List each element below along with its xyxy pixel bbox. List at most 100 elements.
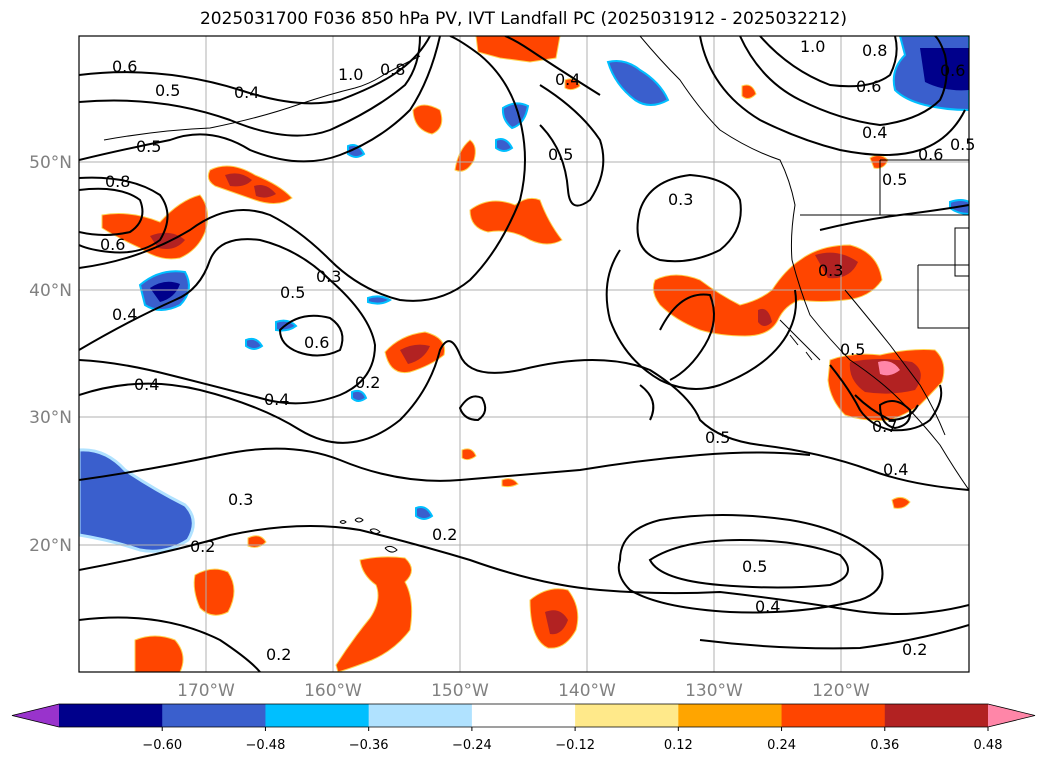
lon-tick-label: 170°W bbox=[177, 681, 235, 701]
strong-positive-core bbox=[400, 344, 430, 364]
contour-label: 0.5 bbox=[280, 283, 305, 302]
map-frame bbox=[78, 35, 970, 673]
colorbar-segment bbox=[265, 704, 370, 727]
lon-tick-label: 140°W bbox=[558, 681, 616, 701]
negative-anomaly-region bbox=[415, 506, 434, 520]
map-title: 2025031700 F036 850 hPa PV, IVT Landfall… bbox=[199, 9, 847, 29]
contour-label: 0.2 bbox=[190, 537, 215, 556]
colorbar-extend-max bbox=[988, 704, 1035, 727]
strong-negative-core bbox=[920, 48, 969, 91]
strong-positive-core bbox=[254, 185, 276, 198]
positive-anomaly-region bbox=[501, 478, 519, 488]
strong-positive-core bbox=[815, 252, 858, 279]
contour-label: 1.0 bbox=[800, 37, 825, 56]
lon-tick-label: 130°W bbox=[685, 681, 743, 701]
contour-label: 1.0 bbox=[338, 65, 363, 84]
contour-label: 0.5 bbox=[950, 135, 975, 154]
contour-label: 0.5 bbox=[548, 145, 573, 164]
contour-label: 0.2 bbox=[266, 645, 291, 664]
contour-label: 0.5 bbox=[705, 428, 730, 447]
negative-anomaly-region bbox=[606, 60, 670, 106]
colorbar-tick-label: 0.36 bbox=[870, 738, 899, 753]
contour-label: 0.4 bbox=[883, 460, 908, 479]
shading-layer bbox=[79, 36, 969, 672]
positive-anomaly-region bbox=[207, 165, 293, 204]
colorbar-tick-label: −0.60 bbox=[142, 738, 182, 753]
positive-anomaly-region bbox=[193, 568, 235, 616]
pv-contours bbox=[79, 36, 969, 672]
strong-negative-core bbox=[150, 281, 180, 302]
positive-anomaly-region bbox=[741, 84, 757, 100]
negative-anomaly-region bbox=[351, 389, 368, 402]
colorbar-segment bbox=[678, 704, 783, 727]
contour-label: 0.2 bbox=[432, 525, 457, 544]
strong-positive-core bbox=[758, 308, 772, 326]
contour-label: 0.2 bbox=[902, 640, 927, 659]
contour-label: 0.7 bbox=[872, 417, 897, 436]
contour-label: 0.3 bbox=[818, 261, 843, 280]
contour-label: 0.8 bbox=[105, 172, 130, 191]
lon-tick-label: 160°W bbox=[304, 681, 362, 701]
contour-label: 0.6 bbox=[856, 77, 881, 96]
colorbar-segment bbox=[884, 704, 989, 727]
colorbar-tick-label: 0.48 bbox=[974, 738, 1003, 753]
colorbar-segment bbox=[59, 704, 163, 727]
colorbar-segment bbox=[575, 704, 679, 727]
colorbar-segment bbox=[471, 704, 576, 727]
positive-anomaly-region bbox=[134, 635, 184, 672]
negative-anomaly-region bbox=[347, 144, 366, 158]
contour-label: 0.4 bbox=[555, 70, 580, 89]
strong-positive-core bbox=[225, 173, 252, 187]
contour-label: 0.4 bbox=[134, 375, 159, 394]
contour-label: 0.8 bbox=[380, 60, 405, 79]
longitude-labels: 170°W 160°W 150°W 140°W 130°W 120°W bbox=[177, 681, 870, 701]
colorbar-tick-label: 0.24 bbox=[767, 738, 796, 753]
contour-label: 0.6 bbox=[304, 333, 329, 352]
contour-label: 0.6 bbox=[918, 145, 943, 164]
lat-tick-label: 40°N bbox=[29, 281, 72, 301]
contour-label: 0.2 bbox=[355, 373, 380, 392]
contour-label: 0.3 bbox=[316, 267, 341, 286]
contour-label: 0.5 bbox=[742, 557, 767, 576]
contour-label: 0.3 bbox=[668, 190, 693, 209]
positive-anomaly-region bbox=[891, 496, 911, 509]
latitude-labels: 50°N 40°N 30°N 20°N bbox=[29, 153, 72, 556]
contour-label: 0.5 bbox=[882, 170, 907, 189]
lon-tick-label: 120°W bbox=[812, 681, 870, 701]
contour-label: 0.4 bbox=[862, 123, 887, 142]
positive-anomaly-region bbox=[412, 104, 443, 135]
colorbar: −0.60 −0.48 −0.36 −0.24 −0.12 0.12 0.24 0.36 0.4… bbox=[11, 703, 1036, 753]
contour-label: 0.4 bbox=[112, 305, 137, 324]
colorbar-tick-label: −0.36 bbox=[349, 738, 389, 753]
colorbar-segment bbox=[781, 704, 886, 727]
contour-label: 0.4 bbox=[264, 390, 289, 409]
positive-anomaly-region bbox=[469, 197, 563, 245]
contour-label: 0.6 bbox=[112, 57, 137, 76]
contour-label: 0.5 bbox=[155, 81, 180, 100]
contour-label: 0.4 bbox=[755, 597, 780, 616]
positive-anomaly-region bbox=[247, 535, 267, 548]
positive-anomaly-region bbox=[454, 139, 476, 172]
contour-label: 0.5 bbox=[840, 340, 865, 359]
contour-label: 0.5 bbox=[136, 137, 161, 156]
contour-label: 0.6 bbox=[100, 235, 125, 254]
contour-label: 0.3 bbox=[228, 490, 253, 509]
strong-positive-core bbox=[849, 359, 921, 394]
colorbar-outline bbox=[11, 703, 1036, 728]
colorbar-tick-label: −0.48 bbox=[246, 738, 286, 753]
negative-anomaly-region bbox=[79, 448, 195, 553]
negative-anomaly-region bbox=[367, 295, 392, 305]
lat-tick-label: 20°N bbox=[29, 536, 72, 556]
positive-anomaly-region bbox=[475, 36, 561, 63]
strong-positive-core bbox=[545, 610, 568, 635]
lon-tick-label: 150°W bbox=[431, 681, 489, 701]
lat-tick-label: 50°N bbox=[29, 153, 72, 173]
positive-anomaly-region bbox=[461, 448, 477, 461]
colorbar-tick-label: 0.12 bbox=[664, 738, 693, 753]
positive-anomaly-region bbox=[335, 556, 413, 672]
extreme-positive-core bbox=[878, 361, 900, 376]
colorbar-tick-label: −0.24 bbox=[452, 738, 492, 753]
contour-label: 0.8 bbox=[862, 41, 887, 60]
gridlines bbox=[79, 36, 969, 672]
